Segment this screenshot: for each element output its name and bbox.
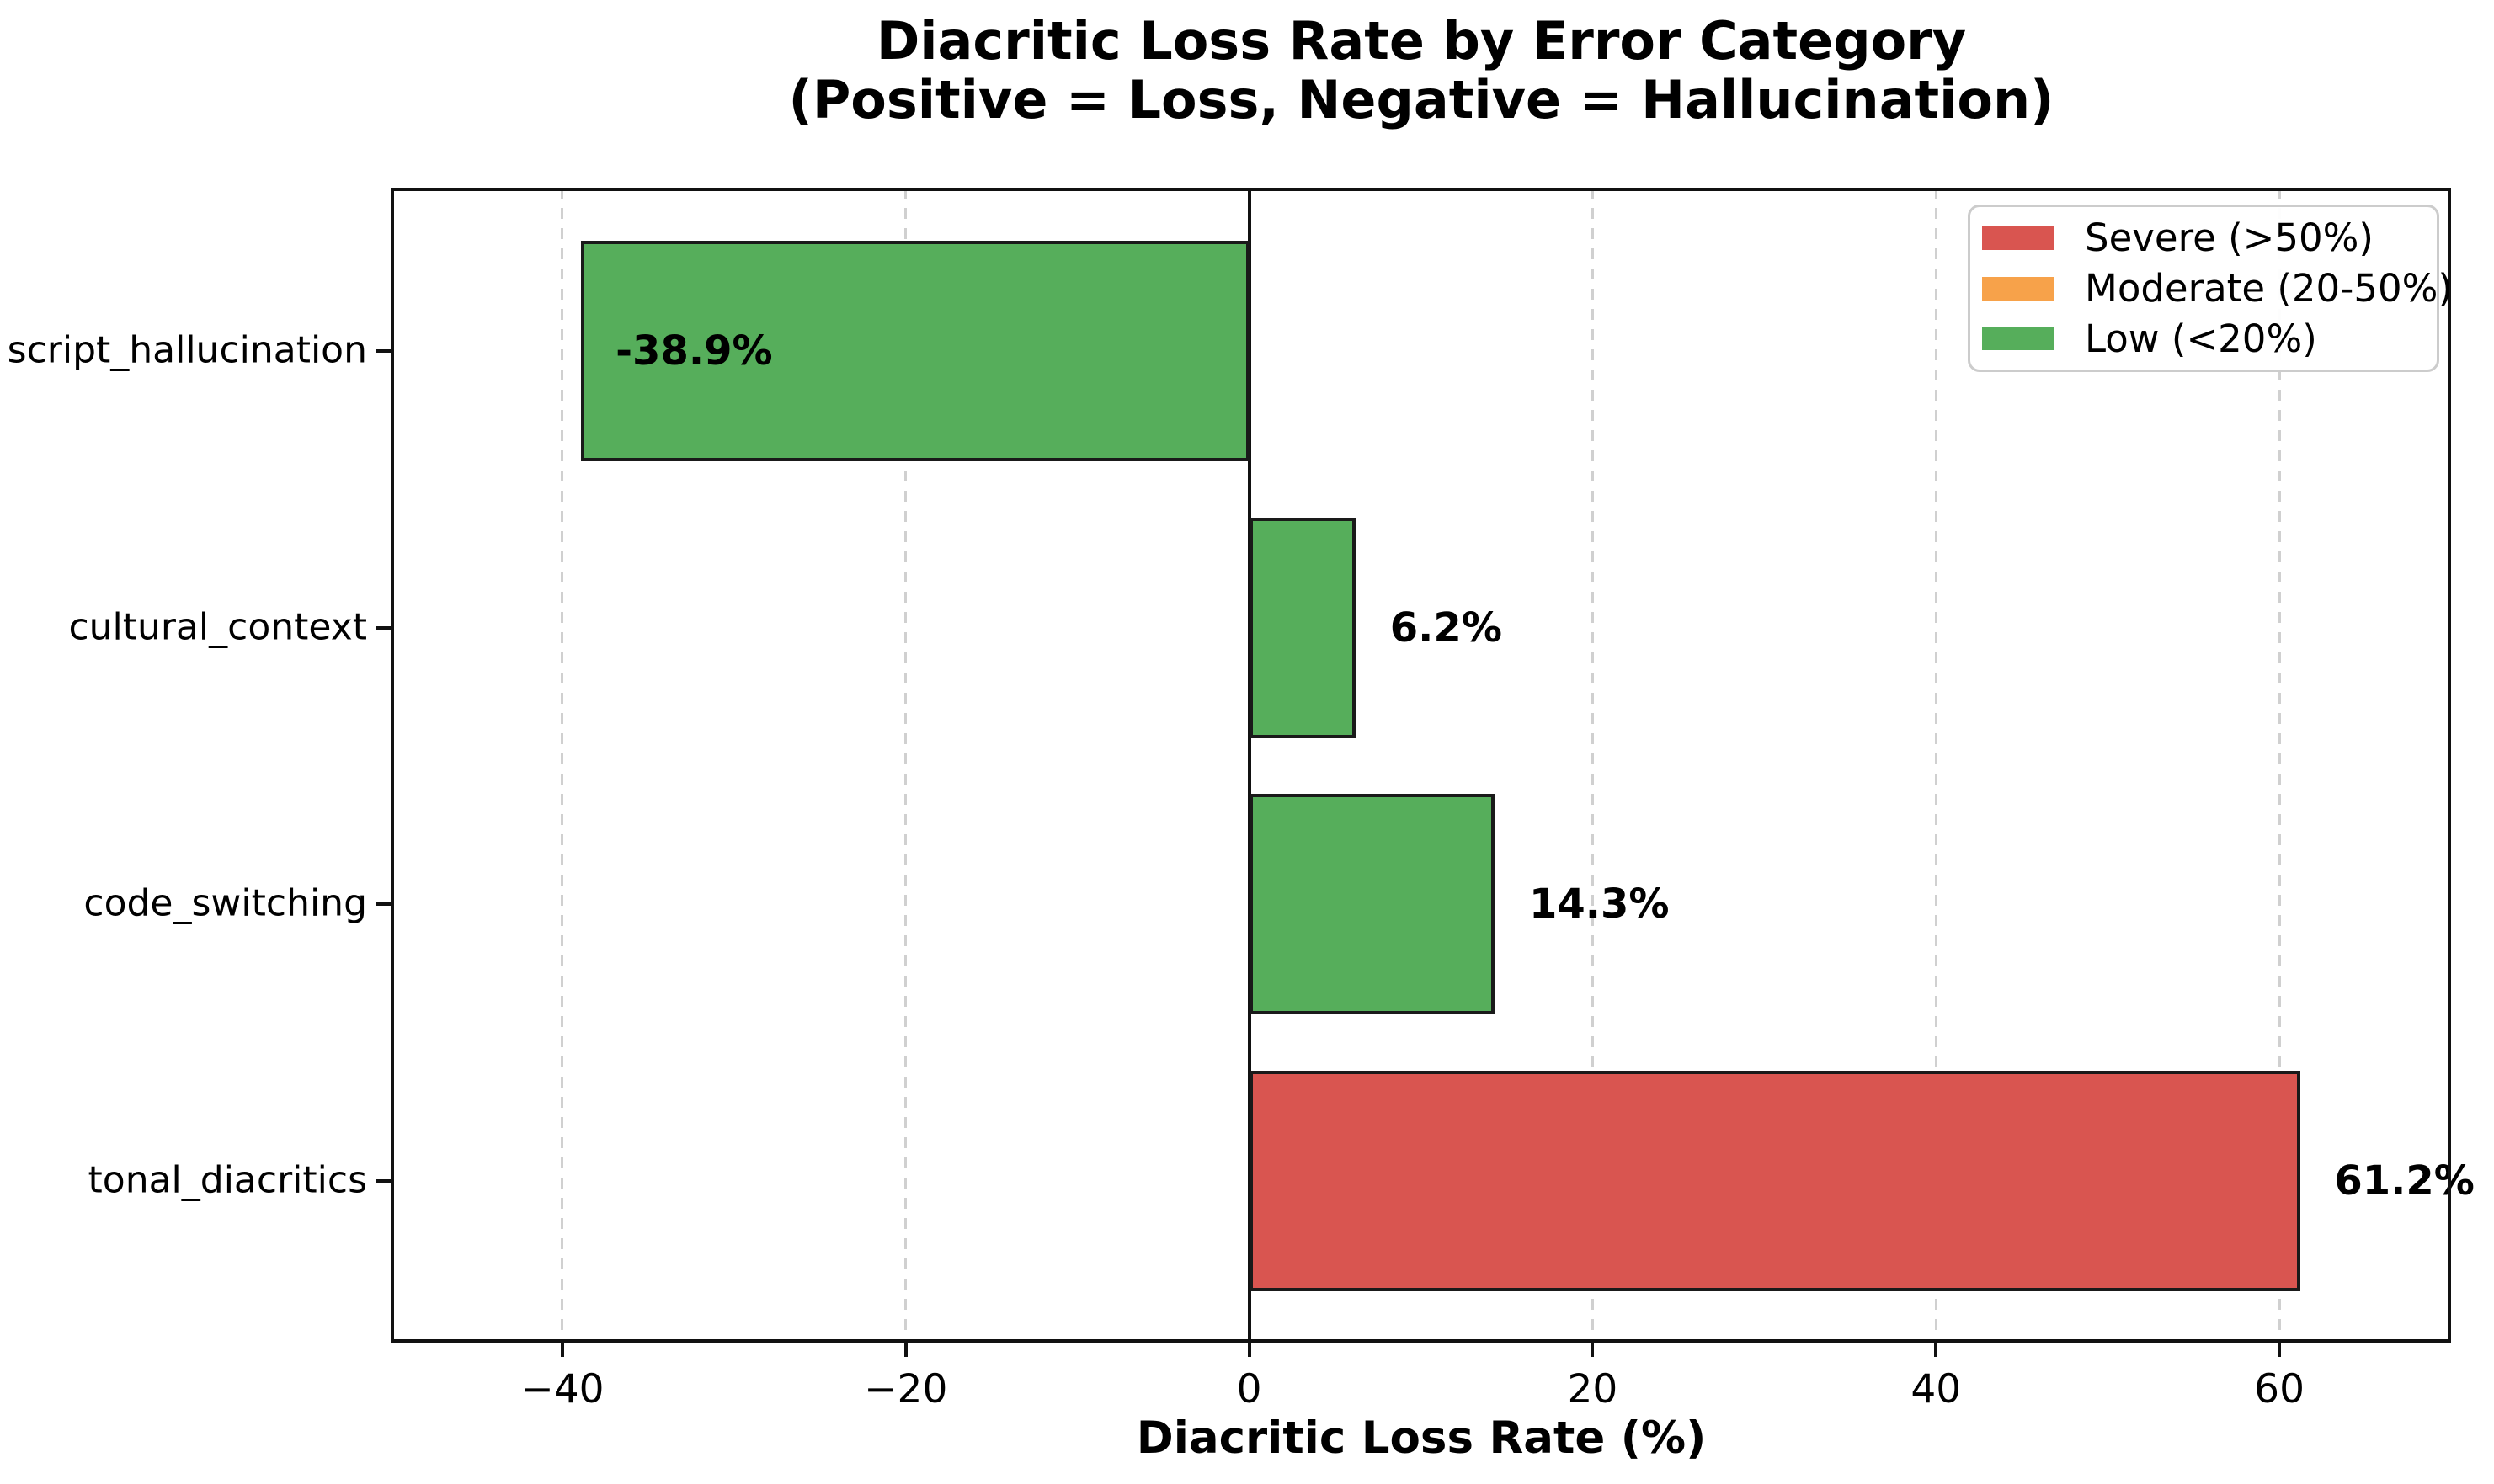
y-tick-label-cultural_context: cultural_context	[68, 605, 367, 649]
y-tick-mark	[376, 902, 391, 907]
x-tick-label-40: 40	[1910, 1366, 1962, 1412]
bar-value-label-cultural_context: 6.2%	[1389, 604, 1502, 652]
gridline-x-60	[2278, 188, 2281, 1343]
x-tick-label-0: 0	[1236, 1366, 1262, 1412]
x-tick-mark	[2278, 1343, 2282, 1357]
x-tick-label--20: −20	[864, 1366, 948, 1412]
legend: Severe (>50%) Moderate (20-50%) Low (<20%)	[1968, 205, 2453, 372]
x-tick-mark	[1591, 1343, 1595, 1357]
y-tick-mark	[376, 1179, 391, 1183]
x-tick-label-20: 20	[1567, 1366, 1618, 1412]
legend-label: Severe (>50%)	[2085, 215, 2374, 261]
chart-title-line2: (Positive = Loss, Negative = Hallucinati…	[788, 69, 2054, 131]
legend-swatch-icon	[1982, 226, 2054, 250]
y-tick-mark	[376, 625, 391, 630]
legend-swatch-icon	[1982, 276, 2054, 301]
chart-title-line1: Diacritic Loss Rate by Error Category	[876, 10, 1967, 72]
x-tick-label-60: 60	[2254, 1366, 2305, 1412]
legend-label: Low (<20%)	[2085, 316, 2317, 361]
x-tick-mark	[560, 1343, 564, 1357]
x-tick-mark	[1247, 1343, 1251, 1357]
bar-script_hallucination	[581, 241, 1250, 461]
y-tick-label-code_switching: code_switching	[83, 881, 367, 925]
y-tick-label-script_hallucination: script_hallucination	[7, 328, 367, 372]
y-tick-label-tonal_diacritics: tonal_diacritics	[88, 1158, 367, 1202]
bar-value-label-script_hallucination: -38.9%	[616, 327, 773, 375]
bar-value-label-tonal_diacritics: 61.2%	[2334, 1157, 2475, 1205]
legend-row: Low (<20%)	[1982, 313, 2425, 364]
bar-code_switching	[1249, 794, 1495, 1015]
legend-swatch-icon	[1982, 327, 2054, 351]
bar-tonal_diacritics	[1249, 1071, 2300, 1292]
x-tick-mark	[903, 1343, 908, 1357]
gridline-x-20	[1591, 188, 1594, 1343]
bar-value-label-code_switching: 14.3%	[1528, 880, 1670, 928]
gridline-x--40	[561, 188, 564, 1343]
gridline-x--20	[904, 188, 908, 1343]
legend-row: Moderate (20-50%)	[1982, 263, 2453, 314]
chart-title: Diacritic Loss Rate by Error Category (P…	[411, 10, 2432, 131]
x-tick-mark	[1934, 1343, 1938, 1357]
bar-cultural_context	[1249, 517, 1356, 738]
x-axis-label: Diacritic Loss Rate (%)	[1136, 1412, 1707, 1464]
gridline-x-40	[1934, 188, 1937, 1343]
legend-row: Severe (>50%)	[1982, 213, 2425, 263]
x-tick-label--40: −40	[520, 1366, 605, 1412]
y-tick-mark	[376, 349, 391, 353]
legend-label: Moderate (20-50%)	[2085, 266, 2453, 311]
zero-line	[1247, 188, 1251, 1343]
